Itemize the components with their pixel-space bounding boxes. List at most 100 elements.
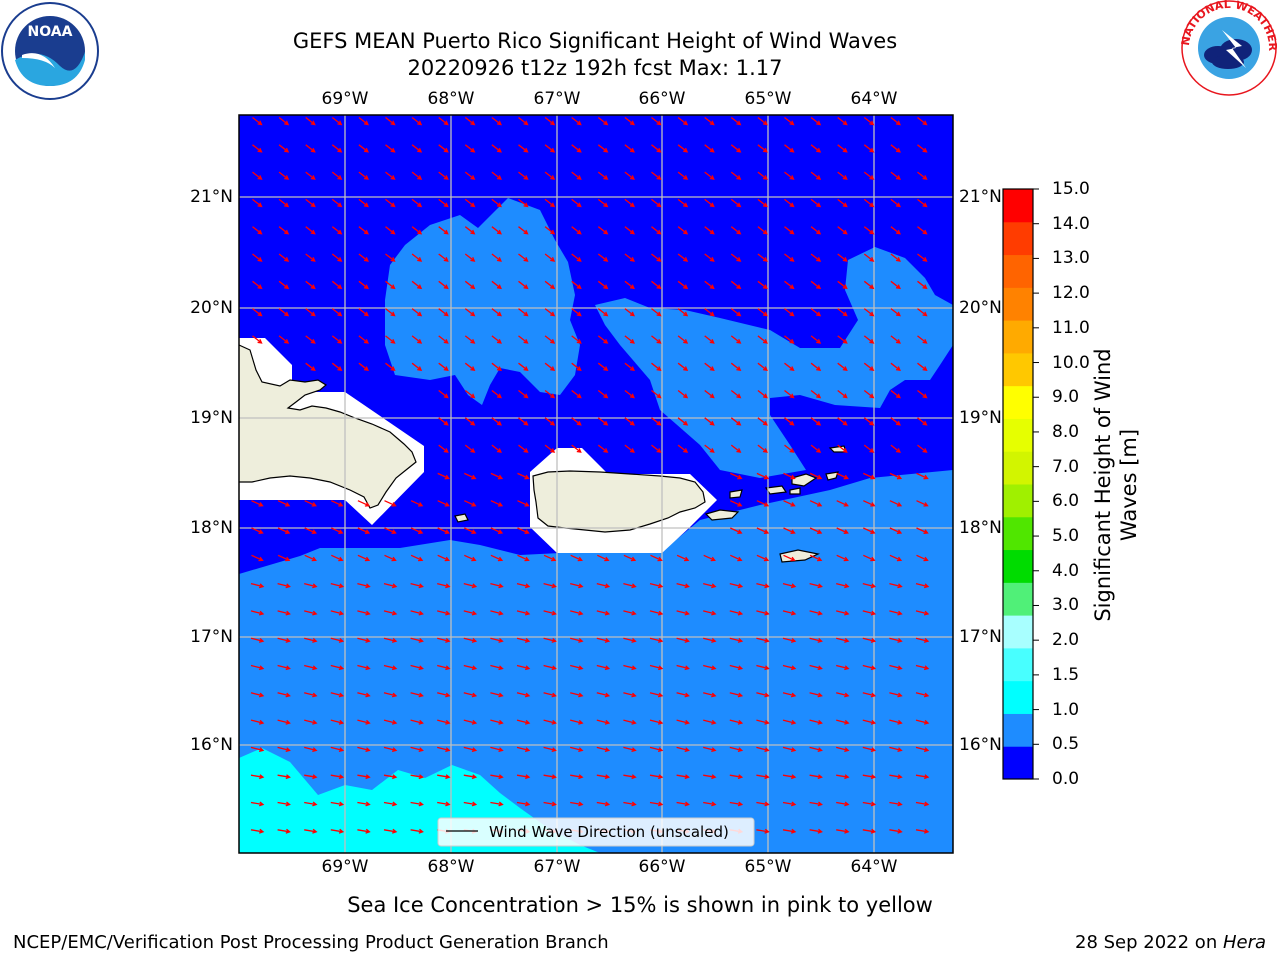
wave-direction-arrow (730, 554, 743, 562)
colorbar-tick-label: 12.0 (1052, 283, 1090, 304)
wave-direction-arrow (544, 144, 556, 153)
wave-direction-arrow (250, 692, 265, 698)
wave-direction-arrow (331, 144, 343, 153)
wave-direction-arrow (304, 746, 318, 753)
wave-direction-arrow (278, 171, 290, 180)
wave-direction-arrow (651, 171, 662, 180)
wave-direction-arrow (730, 144, 742, 153)
wave-direction-arrow (304, 527, 317, 534)
wave-direction-arrow (837, 308, 848, 317)
wave-direction-arrow (543, 746, 557, 753)
wave-direction-arrow (651, 116, 662, 126)
wave-direction-arrow (649, 637, 664, 643)
wave-direction-arrow (623, 801, 637, 807)
wave-direction-arrow (756, 472, 770, 480)
wave-direction-arrow (437, 746, 451, 753)
wave-direction-arrow (917, 389, 928, 399)
wave-direction-arrow (624, 198, 635, 208)
wave-direction-arrow (571, 116, 582, 126)
wave-direction-arrow (437, 664, 451, 671)
wave-direction-arrow (463, 664, 478, 671)
wave-direction-arrow (782, 664, 797, 671)
wave-direction-arrow (757, 417, 768, 426)
wave-direction-arrow (464, 500, 477, 507)
wave-direction-arrow (863, 253, 875, 262)
wave-direction-arrow (516, 637, 531, 643)
wave-band-0.5-1.0-north (385, 198, 580, 405)
wave-direction-arrow (596, 801, 611, 807)
wave-direction-arrow (437, 692, 451, 698)
wave-direction-arrow (703, 554, 716, 562)
wave-direction-arrow (597, 280, 609, 290)
wave-direction-arrow (729, 664, 744, 671)
lon-tick-label-top: 69°W (321, 89, 369, 109)
wave-direction-arrow (305, 280, 316, 290)
wave-direction-arrow (863, 198, 875, 208)
wave-direction-arrow (915, 719, 930, 725)
wave-direction-arrow (278, 308, 290, 317)
wave-direction-arrow (516, 719, 531, 725)
wave-direction-arrow (437, 801, 451, 807)
lat-tick-label-left: 18°N (190, 518, 233, 538)
wave-direction-arrow (278, 116, 290, 126)
wave-direction-arrow (543, 582, 557, 589)
wave-direction-arrow (250, 582, 265, 589)
colorbar-tick-label: 1.0 (1052, 699, 1080, 720)
wave-direction-arrow (358, 308, 369, 317)
wave-direction-arrow (410, 527, 424, 534)
wave-direction-arrow (623, 582, 637, 589)
wave-direction-arrow (890, 417, 901, 426)
wave-direction-arrow (676, 554, 690, 562)
wave-direction-arrow (649, 692, 664, 698)
wave-direction-arrow (890, 226, 901, 235)
wave-direction-arrow (623, 637, 637, 643)
wave-direction-arrow (649, 610, 664, 616)
colorbar-segment (1003, 287, 1033, 321)
wave-direction-arrow (703, 774, 717, 780)
wave-direction-arrow (756, 801, 770, 807)
wave-direction-arrow (305, 226, 316, 235)
wave-direction-arrow (810, 389, 822, 399)
wave-direction-arrow (410, 554, 424, 562)
wave-direction-arrow (863, 389, 875, 399)
wave-direction-arrow (571, 417, 582, 426)
wave-direction-arrow (784, 444, 795, 453)
wave-direction-arrow (889, 500, 903, 507)
wave-direction-arrow (915, 774, 930, 780)
wave-direction-arrow (250, 610, 265, 616)
wave-direction-arrow (357, 719, 371, 725)
wave-direction-arrow (251, 500, 264, 507)
land-hispaniola-interior (239, 345, 416, 508)
lat-tick-label-right: 20°N (959, 298, 1002, 318)
wave-direction-arrow (677, 444, 689, 453)
wave-direction-arrow (863, 472, 876, 480)
wave-direction-arrow (649, 746, 664, 753)
wave-direction-arrow (597, 444, 609, 453)
wave-direction-arrow (890, 144, 901, 153)
chart-title-line1: GEFS MEAN Puerto Rico Significant Height… (292, 29, 898, 53)
wave-direction-arrow (810, 116, 822, 126)
wave-direction-arrow (624, 253, 635, 262)
wave-direction-arrow (438, 362, 449, 372)
wave-direction-arrow (782, 719, 797, 725)
wave-direction-arrow (385, 171, 396, 180)
wave-direction-arrow (357, 500, 371, 507)
wave-direction-arrow (438, 417, 449, 426)
wave-direction-arrow (729, 801, 744, 807)
wave-direction-arrow (384, 500, 397, 507)
wave-direction-arrow (544, 226, 556, 235)
wave-direction-arrow (651, 226, 662, 235)
wave-direction-arrow (649, 801, 664, 807)
wave-direction-arrow (809, 554, 823, 562)
wave-direction-arrow (810, 335, 822, 344)
wave-direction-arrow (624, 335, 635, 344)
wave-direction-arrow (889, 554, 903, 562)
wave-direction-arrow (410, 719, 424, 725)
wave-direction-arrow (277, 527, 291, 534)
wave-direction-arrow (250, 774, 265, 780)
lat-tick-label-left: 17°N (190, 627, 233, 647)
wave-direction-arrow (916, 554, 929, 562)
wave-direction-arrow (651, 198, 662, 208)
wave-direction-arrow (623, 746, 637, 753)
wave-direction-arrow (571, 253, 582, 262)
